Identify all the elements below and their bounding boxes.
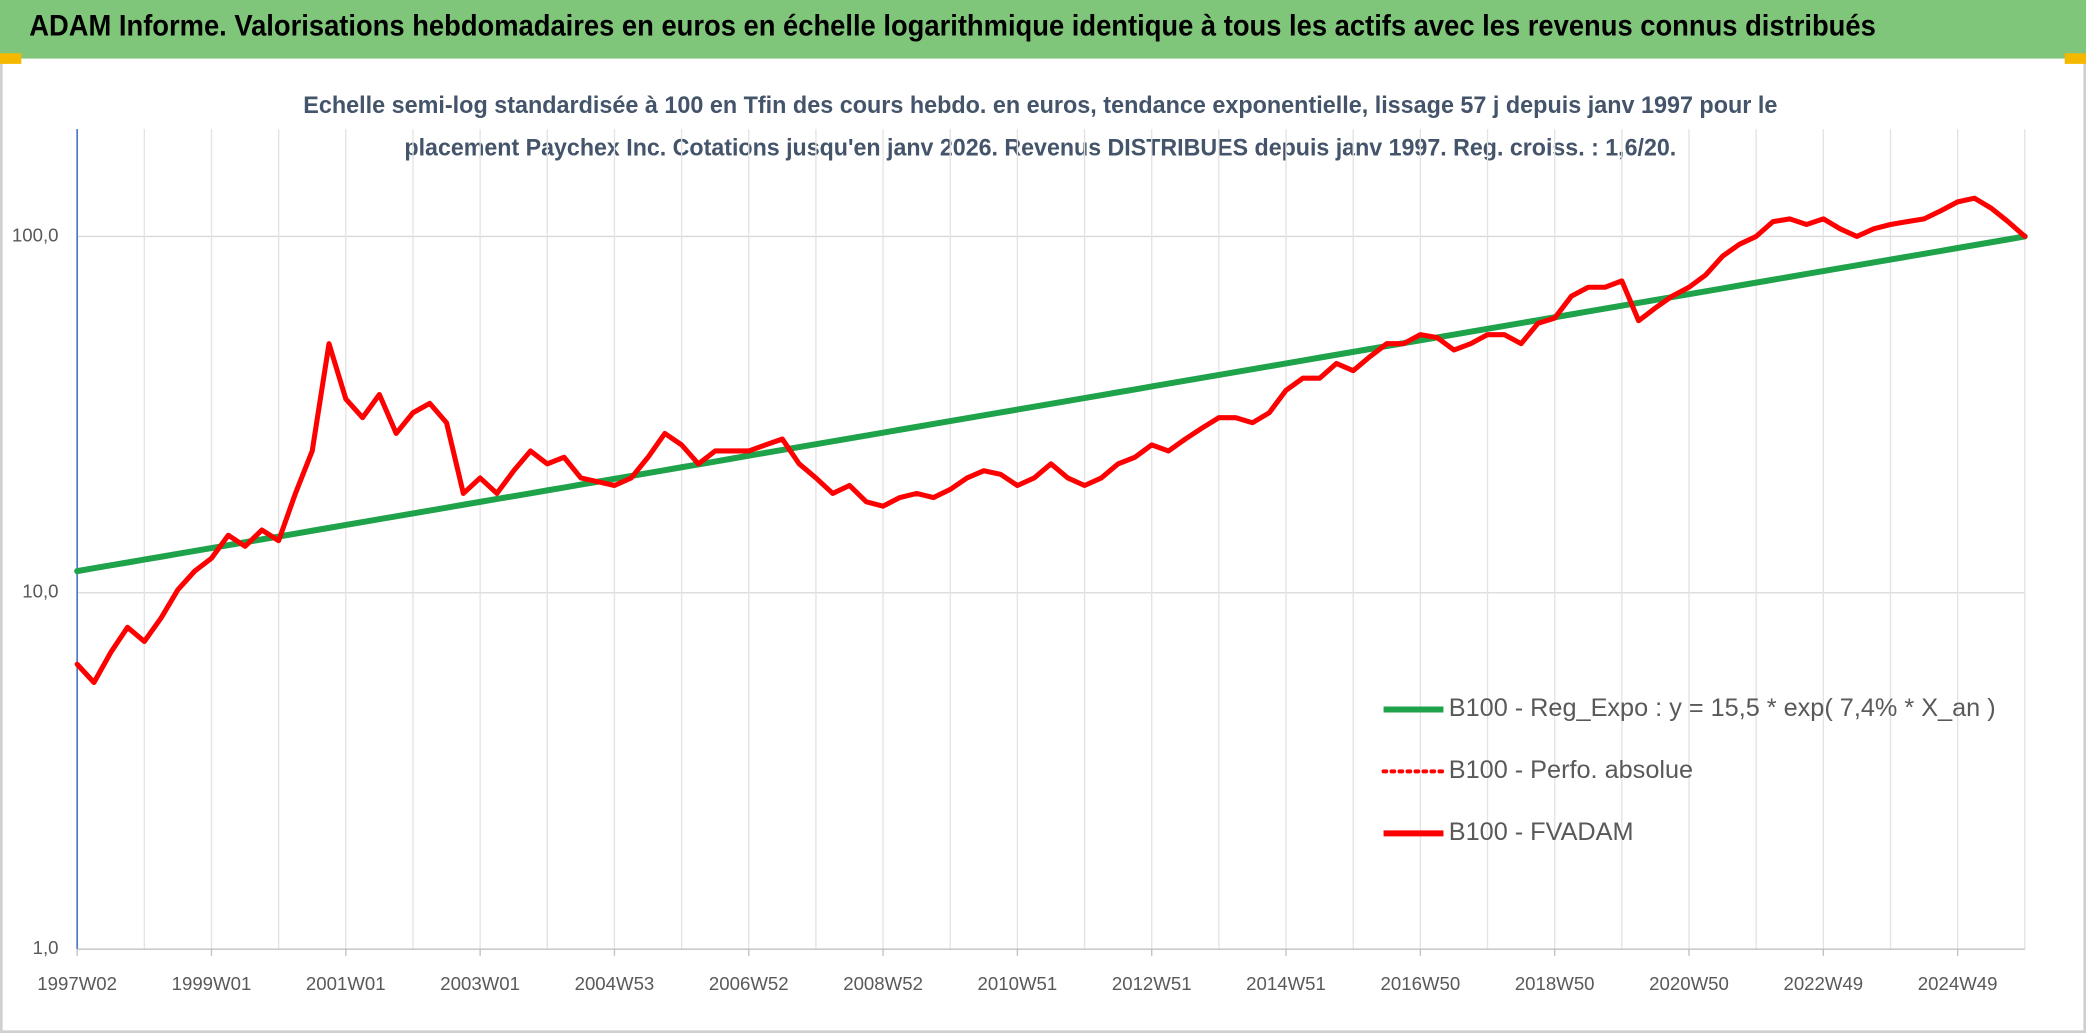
x-tick-label: 1997W02 — [37, 973, 117, 994]
x-tick-label: 2010W51 — [978, 973, 1058, 994]
plot-area — [74, 195, 2028, 686]
series-line — [74, 233, 2028, 575]
series-line — [74, 195, 2028, 686]
x-tick-label: 2006W52 — [709, 973, 789, 994]
x-tick-label: 2016W50 — [1381, 973, 1461, 994]
x-tick-label: 2003W01 — [440, 973, 520, 994]
x-tick-label: 2024W49 — [1918, 973, 1998, 994]
chart-subtitle: placement Paychex Inc. Cotations jusqu'e… — [404, 134, 1676, 161]
x-tick-label: 2018W50 — [1515, 973, 1595, 994]
x-tick-label: 2012W51 — [1112, 973, 1192, 994]
legend-label: B100 - FVADAM — [1449, 818, 1634, 846]
grid: 1,0 10,0 100,0 1997W02 1999W01 2001W01 2003W01… — [12, 129, 2026, 994]
x-tick-label: 2001W01 — [306, 973, 386, 994]
header-band — [0, 0, 2086, 59]
x-tick-label: 2008W52 — [843, 973, 923, 994]
x-tick-label: 2022W49 — [1783, 973, 1863, 994]
x-tick-label: 1999W01 — [172, 973, 252, 994]
corner-mark — [2064, 53, 2086, 64]
x-tick-label: 2004W53 — [575, 973, 655, 994]
y-tick-label: 1,0 — [33, 937, 59, 958]
x-tick-label: 2014W51 — [1246, 973, 1326, 994]
legend-label: B100 - Reg_Expo : y = 15,5 * exp( 7,4% *… — [1449, 694, 1996, 722]
legend-label: B100 - Perfo. absolue — [1449, 756, 1693, 784]
corner-mark — [0, 53, 22, 64]
x-tick-label: 2020W50 — [1649, 973, 1729, 994]
chart-title: ADAM Informe. Valorisations hebdomadaire… — [29, 11, 1876, 43]
y-tick-label: 10,0 — [22, 581, 58, 602]
y-tick-label: 100,0 — [12, 224, 59, 245]
chart-subtitle: Echelle semi-log standardisée à 100 en T… — [303, 92, 1777, 119]
legend: B100 - Reg_Expo : y = 15,5 * exp( 7,4% *… — [1381, 694, 1996, 846]
